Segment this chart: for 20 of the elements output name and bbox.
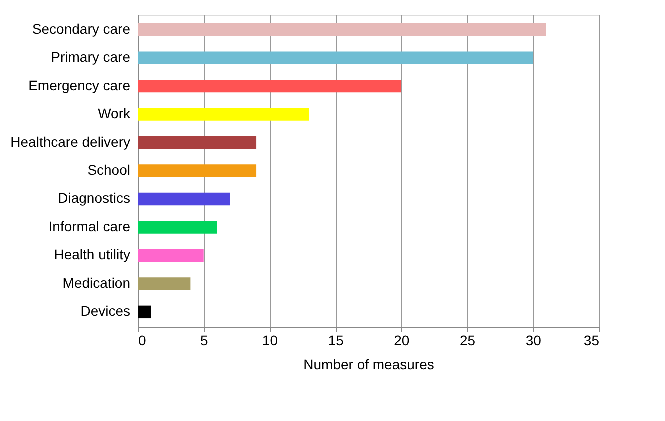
x-axis-title: Number of measures: [304, 356, 434, 372]
y-tick-label: Devices: [80, 303, 130, 320]
y-tick-label: Diagnostics: [58, 190, 130, 206]
x-tick-label: 35: [584, 332, 600, 348]
y-tick-label: Primary care: [51, 49, 131, 66]
y-tick-label: Work: [98, 106, 132, 122]
x-tick-label: 5: [200, 332, 208, 348]
y-tick-label: Emergency care: [28, 77, 131, 94]
y-tick-label: Medication: [62, 274, 130, 291]
y-tick-label: Secondary care: [32, 20, 131, 37]
x-tick-label: 0: [138, 332, 146, 348]
y-tick-label: Healthcare delivery: [10, 134, 130, 150]
x-tick-label: 25: [460, 332, 476, 348]
x-tick-label: 20: [394, 332, 410, 348]
x-tick-label: 30: [526, 332, 542, 348]
x-tick-label: 10: [262, 332, 278, 348]
y-tick-label: Informal care: [48, 218, 131, 234]
y-tick-label: School: [88, 162, 130, 178]
y-tick-label: Health utility: [54, 246, 130, 263]
x-tick-label: 15: [328, 332, 344, 348]
